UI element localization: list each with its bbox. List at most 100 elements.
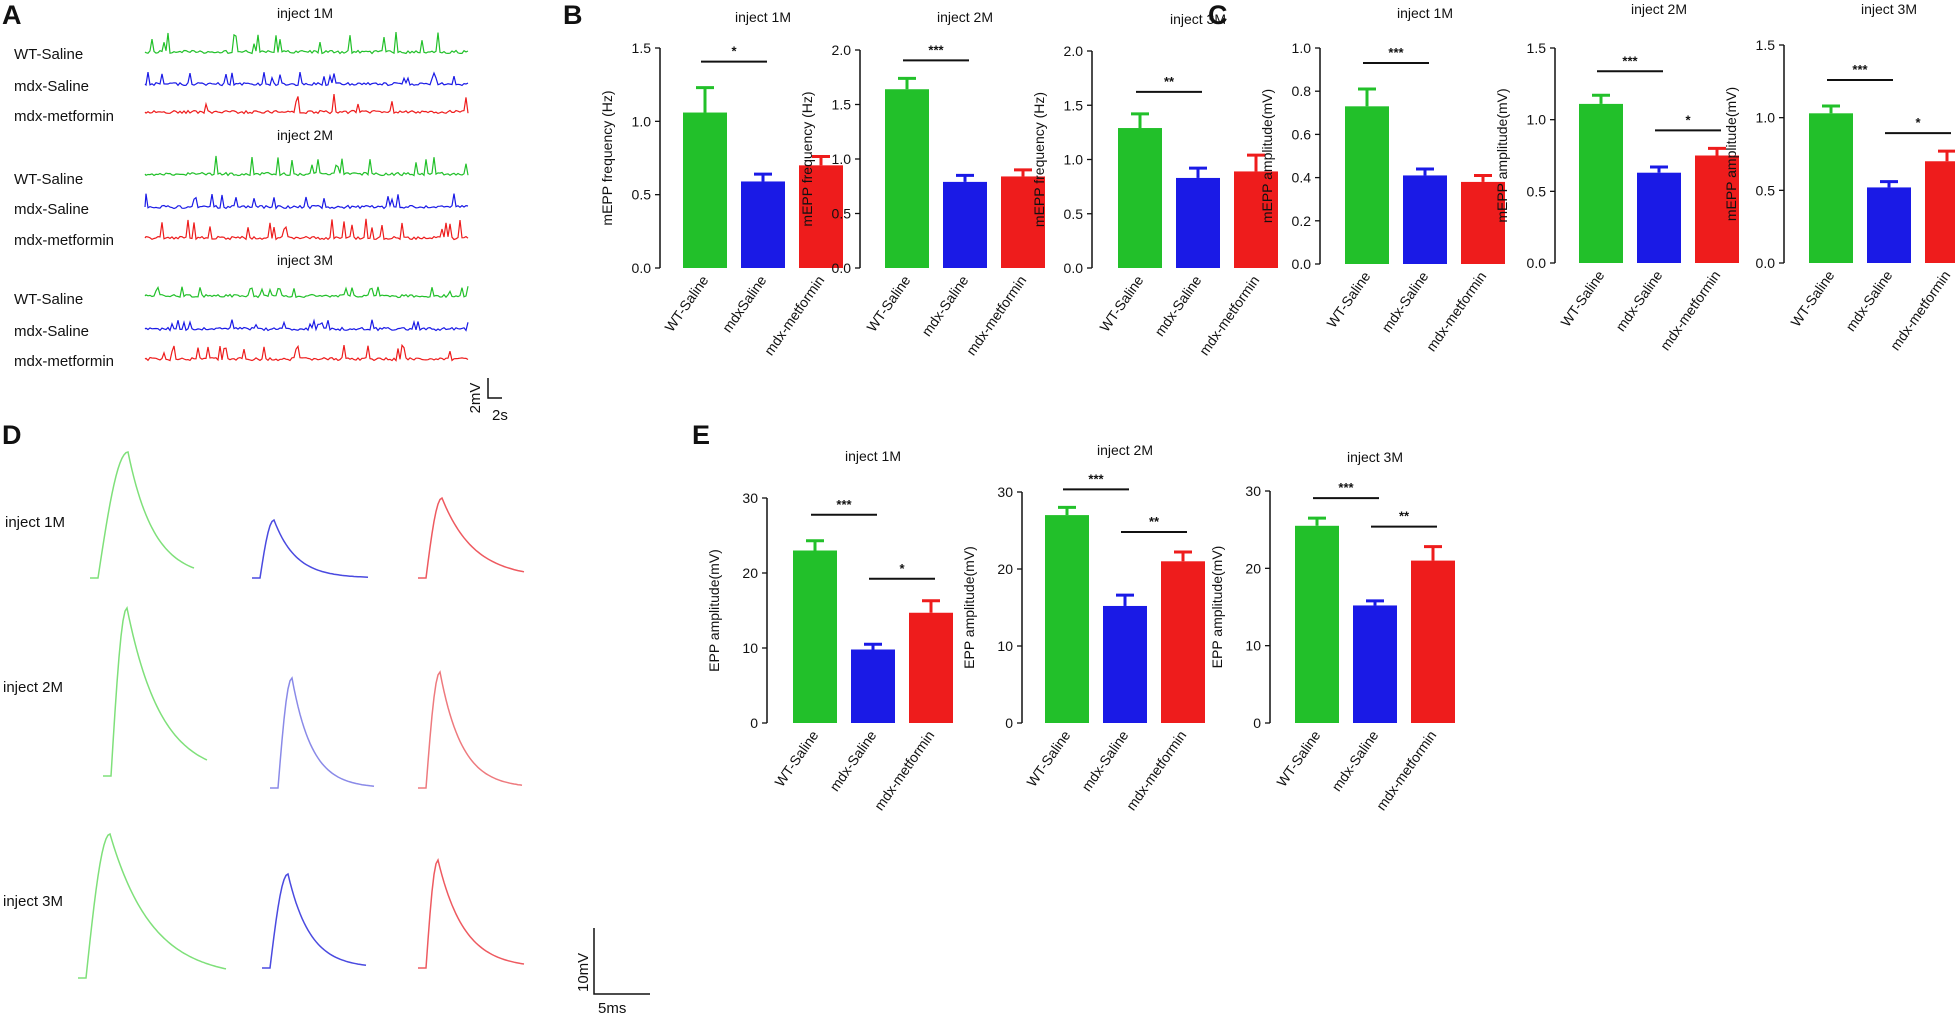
epp-trace-mdx-metformin-3m	[418, 857, 525, 969]
y-tick-label: 2.0	[832, 42, 852, 58]
category-label-mdx-metformin: mdx-metformin	[1423, 269, 1490, 355]
category-label-wt-saline: WT-Saline	[661, 272, 711, 334]
category-label-mdx-metformin: mdx-metformin	[1887, 268, 1954, 354]
category-label-mdx-saline: mdx-Saline	[1378, 268, 1431, 335]
significance-label: ***	[1338, 480, 1354, 495]
y-tick-label: 0.0	[1292, 256, 1312, 272]
y-tick-label: 0.5	[1527, 183, 1547, 199]
chart-title: inject 3M	[1170, 11, 1226, 27]
trace-label-d-3m: inject 3M	[3, 893, 63, 910]
bar-mdx-saline	[1637, 172, 1681, 263]
chart-b-inject-3m: 0.0 0.5 1.0 1.5 2.0 mEPP frequency (Hz) inject…	[1031, 11, 1278, 358]
epp-trace-wt-saline-1m	[90, 451, 195, 579]
y-axis-label: mEPP amplitude(mV)	[1259, 89, 1275, 223]
y-tick-label: 20	[997, 561, 1013, 577]
trace-label-mdx-saline-3m: mdx-Saline	[14, 323, 89, 340]
bar-mdx-metformin	[909, 612, 953, 723]
bar-mdx-saline	[1353, 605, 1397, 723]
category-label-mdx-metformin: mdx-metformin	[871, 728, 938, 814]
y-tick-label: 0.0	[1756, 255, 1776, 271]
bar-wt-saline	[1579, 103, 1623, 264]
chart-e-inject-1m: 0 10 20 30 EPP amplitude(mV) inject 1M WT-Sali…	[706, 448, 953, 813]
chart-c-inject-2m: 0.0 0.5 1.0 1.5 mEPP amplitude(mV) inject 2M W…	[1494, 1, 1739, 353]
y-tick-label: 0.0	[1064, 260, 1084, 276]
chart-title: inject 1M	[735, 9, 791, 25]
trace-mdx-metformin-2m	[144, 218, 469, 241]
panel-letter-e: E	[692, 420, 710, 450]
category-label-wt-saline: WT-Saline	[1096, 272, 1146, 334]
significance-label: ***	[1388, 45, 1404, 60]
y-tick-label: 1.5	[1064, 97, 1084, 113]
bar-mdx-metformin	[799, 165, 843, 268]
y-tick-label: 0.5	[1064, 206, 1084, 222]
trace-mdx-metformin-1m	[144, 94, 469, 115]
trace-label-d-1m: inject 1M	[5, 514, 65, 531]
bar-wt-saline	[885, 89, 929, 269]
bar-mdx-metformin	[1461, 181, 1505, 264]
y-axis-label: EPP amplitude(mV)	[706, 549, 722, 672]
y-tick-label: 0.2	[1292, 213, 1312, 229]
trace-wt-saline-2m	[144, 155, 469, 177]
category-label-wt-saline: WT-Saline	[1273, 727, 1323, 789]
trace-label-mdx-metformin-3m: mdx-metformin	[14, 353, 114, 370]
bar-wt-saline	[1295, 525, 1339, 723]
epp-trace-mdx-saline-1m	[252, 518, 369, 579]
bar-mdx-metformin	[1001, 176, 1045, 268]
category-label-wt-saline: WT-Saline	[1787, 267, 1837, 329]
y-tick-label: 0.0	[1527, 255, 1547, 271]
chart-c-inject-3m: 0.0 0.5 1.0 1.5 mEPP amplitude(mV) inject 3M W…	[1723, 1, 1955, 353]
trace-mdx-saline-2m	[144, 193, 469, 210]
bar-mdx-metformin	[1411, 560, 1455, 723]
y-axis-label: mEPP amplitude(mV)	[1723, 87, 1739, 221]
chart-title: inject 1M	[845, 448, 901, 464]
bar-mdx-saline	[851, 649, 895, 723]
chart-c-inject-1m: 0.0 0.2 0.4 0.6 0.8 1.0 mEPP amplitude(mV) inje…	[1259, 5, 1505, 354]
category-label-mdx-metformin: mdx-metformin	[1123, 728, 1190, 814]
significance-label: **	[1149, 514, 1160, 529]
trace-wt-saline-1m	[144, 31, 469, 55]
category-label-mdx-saline: mdx-Saline	[1842, 267, 1895, 334]
y-tick-label: 0	[1253, 715, 1261, 731]
significance-label: *	[1915, 115, 1921, 130]
category-label-mdx-saline: mdx-Saline	[1612, 267, 1665, 334]
chart-title: inject 3M	[1861, 1, 1917, 17]
y-tick-label: 0.8	[1292, 83, 1312, 99]
significance-label: *	[1685, 112, 1691, 127]
category-label-wt-saline: WT-Saline	[771, 727, 821, 789]
trace-label-mdx-metformin-1m: mdx-metformin	[14, 108, 114, 125]
y-tick-label: 1.0	[632, 113, 652, 129]
y-tick-label: 2.0	[1064, 43, 1084, 59]
trace-label-wt-saline-3m: WT-Saline	[14, 291, 83, 308]
y-tick-label: 1.5	[632, 40, 652, 56]
category-label-mdx-metformin: mdx-metformin	[1373, 728, 1440, 814]
epp-trace-wt-saline-2m	[103, 606, 208, 777]
y-tick-label: 20	[742, 565, 758, 581]
panel-letter-a: A	[2, 0, 22, 30]
chart-e-inject-3m: 0 10 20 30 EPP amplitude(mV) inject 3M WT-Sali…	[1209, 449, 1455, 813]
category-label-wt-saline: WT-Saline	[863, 272, 913, 334]
epp-trace-wt-saline-3m	[78, 832, 227, 979]
scale-a-voltage: 2mV	[467, 383, 484, 414]
y-tick-label: 1.0	[1756, 110, 1776, 126]
trace-label-mdx-saline-2m: mdx-Saline	[14, 201, 89, 218]
scale-bar-a	[487, 378, 502, 399]
chart-title: inject 2M	[1631, 1, 1687, 17]
epp-trace-mdx-metformin-2m	[418, 670, 523, 789]
trace-mdx-metformin-3m	[144, 343, 469, 362]
scale-d-time: 5ms	[598, 1000, 626, 1017]
bar-wt-saline	[1045, 515, 1089, 723]
trace-label-wt-saline-2m: WT-Saline	[14, 171, 83, 188]
significance-label: ***	[836, 497, 852, 512]
bar-wt-saline	[793, 550, 837, 723]
panel-a-title-2m: inject 2M	[277, 127, 333, 143]
significance-label: **	[1164, 74, 1175, 89]
category-label-mdx-metformin: mdx-metformin	[963, 273, 1030, 359]
epp-trace-mdx-saline-2m	[270, 676, 375, 789]
category-label-mdx-saline: mdx-Saline	[826, 727, 879, 794]
significance-label: **	[1399, 509, 1410, 524]
y-tick-label: 1.5	[1756, 37, 1776, 53]
trace-label-mdx-metformin-2m: mdx-metformin	[14, 232, 114, 249]
bar-mdx-metformin	[1925, 161, 1955, 263]
bar-wt-saline	[1118, 128, 1162, 268]
